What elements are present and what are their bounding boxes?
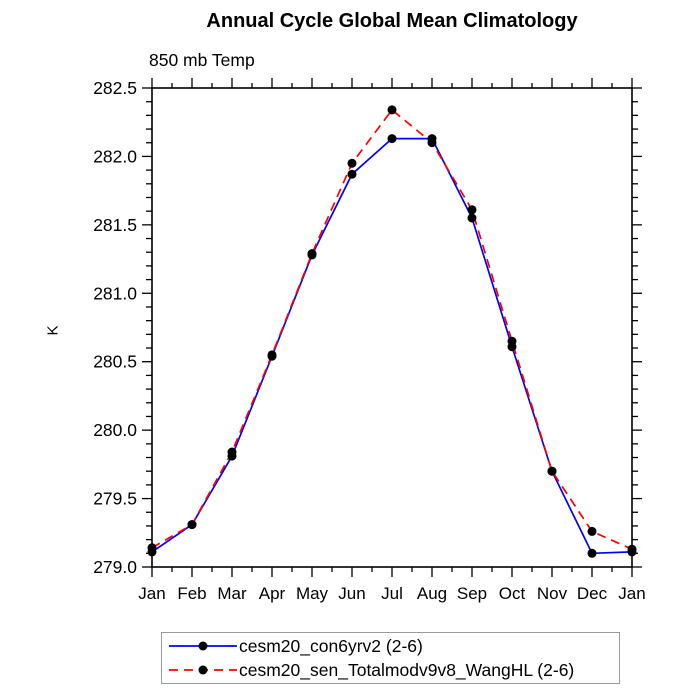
x-tick-label: Jun bbox=[338, 584, 365, 603]
data-point-marker bbox=[427, 138, 437, 148]
x-tick-label: May bbox=[296, 584, 329, 603]
legend-item-label: cesm20_sen_Totalmodv9v8_WangHL (2-6) bbox=[239, 660, 575, 681]
series-line-solid bbox=[151, 137, 633, 555]
x-tick-label: Jan bbox=[618, 584, 645, 603]
legend-item: cesm20_con6yrv2 (2-6) bbox=[162, 634, 619, 658]
legend-sample bbox=[169, 665, 237, 675]
data-point-marker bbox=[387, 105, 397, 115]
x-tick-label: Aug bbox=[417, 584, 447, 603]
x-tick-label: Jul bbox=[381, 584, 403, 603]
legend-sample-marker bbox=[198, 641, 208, 651]
data-point-marker bbox=[467, 213, 477, 223]
x-tick-label: Feb bbox=[177, 584, 206, 603]
y-tick-label: 279.5 bbox=[93, 489, 137, 509]
x-tick-label: Jan bbox=[138, 584, 165, 603]
x-tick-label: Apr bbox=[259, 584, 286, 603]
data-point-marker bbox=[347, 169, 357, 179]
y-tick-label: 279.0 bbox=[93, 557, 137, 577]
data-point-marker bbox=[507, 336, 517, 346]
legend-sample-marker bbox=[198, 665, 208, 675]
x-tick-label: Sep bbox=[457, 584, 487, 603]
x-tick-label: Mar bbox=[217, 584, 247, 603]
y-tick-label: 281.0 bbox=[93, 283, 137, 303]
data-point-marker bbox=[387, 134, 397, 144]
chart-subtitle: 850 mb Temp bbox=[149, 50, 255, 70]
data-point-marker bbox=[267, 350, 277, 360]
y-tick-label: 281.5 bbox=[93, 215, 137, 235]
legend-sample bbox=[169, 641, 237, 651]
data-point-marker bbox=[307, 249, 317, 259]
data-point-marker bbox=[587, 548, 597, 558]
y-tick-label: 282.0 bbox=[93, 146, 137, 166]
legend-item: cesm20_sen_Totalmodv9v8_WangHL (2-6) bbox=[162, 658, 619, 682]
x-tick-label: Oct bbox=[499, 584, 526, 603]
legend-item-label: cesm20_con6yrv2 (2-6) bbox=[239, 635, 423, 656]
y-tick-label: 280.5 bbox=[93, 352, 137, 372]
legend: cesm20_con6yrv2 (2-6) cesm20_sen_Totalmod… bbox=[161, 632, 620, 684]
y-tick-label: 280.0 bbox=[93, 420, 137, 440]
data-point-marker bbox=[187, 520, 197, 530]
data-point-marker bbox=[587, 526, 597, 536]
data-point-marker bbox=[627, 544, 637, 554]
chart-title: Annual Cycle Global Mean Climatology bbox=[206, 10, 578, 32]
x-tick-label: Nov bbox=[537, 584, 568, 603]
data-point-marker bbox=[547, 466, 557, 476]
data-point-marker bbox=[147, 543, 157, 553]
x-tick-label: Dec bbox=[577, 584, 608, 603]
plot-border bbox=[151, 87, 633, 568]
data-point-marker bbox=[227, 447, 237, 457]
data-point-marker bbox=[347, 158, 357, 168]
series-line-dashed bbox=[151, 108, 633, 550]
data-point-marker bbox=[467, 205, 477, 215]
y-tick-label: 282.5 bbox=[93, 78, 137, 98]
